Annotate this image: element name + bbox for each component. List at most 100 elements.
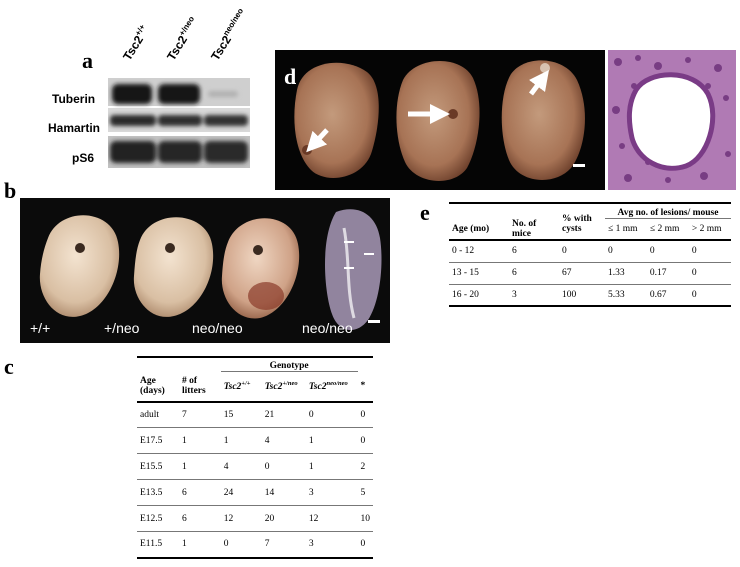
- table-cell: 16 - 20: [452, 289, 479, 300]
- table-row: E15.5 1 4 0 1 2: [137, 454, 373, 480]
- table-cell: 0: [223, 539, 229, 550]
- embryo-photo-panel: +/+ +/neo neo/neo neo/neo: [20, 198, 390, 343]
- blot-lane-label: Tsc2neo/neo: [208, 6, 246, 63]
- header-spacer: [137, 357, 179, 372]
- table-row: 13 - 15 6 67 1.33 0.17 0: [449, 262, 731, 284]
- panel-label-a: a: [82, 48, 93, 73]
- col-header-age: Age (mo): [449, 203, 509, 241]
- embryo-hom-dissected: [325, 209, 382, 331]
- blot-row-label: Hamartin: [48, 121, 101, 135]
- table-cell: 0: [360, 409, 366, 420]
- genotype-label-het: +/neo: [104, 320, 140, 336]
- table-cell: 14: [264, 487, 275, 498]
- ps6-band-het: [158, 141, 202, 163]
- table-cell: 1: [181, 461, 187, 472]
- table-cell: 1.33: [608, 268, 625, 278]
- table-cell: 0: [308, 409, 314, 420]
- genotype-distribution-table: Genotype Age (days) # of litters Tsc2+/+…: [137, 356, 373, 559]
- col-header-mice: No. of mice: [509, 203, 559, 241]
- table-cell: 5.33: [608, 289, 625, 300]
- table-cell: 1: [181, 539, 187, 550]
- table-cell: 3: [308, 487, 314, 498]
- table-cell: 0: [691, 268, 697, 278]
- table-cell: 3: [512, 289, 517, 300]
- table-cell: 5: [360, 487, 366, 498]
- scale-bar: [573, 164, 585, 167]
- col-header-star: *: [360, 381, 366, 391]
- table-cell: 0.67: [649, 289, 667, 300]
- kidney-1: [294, 62, 379, 178]
- table-cell: 67: [562, 268, 572, 278]
- table-cell: 0: [691, 289, 697, 300]
- table-cell: 6: [181, 487, 187, 498]
- panel-label-e: e: [420, 200, 430, 225]
- ps6-band-wt: [110, 141, 156, 163]
- table-cell: 1: [223, 435, 229, 446]
- kidney-photos: [294, 60, 585, 181]
- table-cell: 15: [223, 409, 234, 420]
- table-cell: 24: [223, 487, 234, 498]
- col-header-cysts: % with cysts: [559, 203, 605, 241]
- col-header-genotype: Genotype: [220, 357, 358, 372]
- table-row: E17.5 1 1 4 1 0: [137, 428, 373, 454]
- genotype-label-hom-dissected: neo/neo: [302, 320, 353, 336]
- table-cell: 0: [264, 461, 270, 472]
- blot-row-label: pS6: [72, 151, 95, 165]
- table-cell: 21: [264, 409, 275, 420]
- table-cell: 3: [308, 539, 314, 550]
- table-cell: 13 - 15: [452, 268, 479, 278]
- tuberin-band-hom: [208, 91, 238, 97]
- table-cell: 0: [691, 246, 697, 257]
- table-cell: 2: [360, 461, 366, 472]
- table-cell: 100: [562, 289, 577, 300]
- header-spacer: [179, 357, 221, 372]
- col-header-le1: ≤ 1 mm: [608, 224, 638, 234]
- hamartin-band-hom: [204, 115, 248, 126]
- table-cell: 10: [360, 513, 371, 524]
- table-cell: 1: [308, 435, 314, 446]
- blot-row-label: Tuberin: [52, 92, 96, 106]
- col-header-avg-lesions: Avg no. of lesions/ mouse: [605, 203, 731, 219]
- table-cell: 6: [512, 268, 517, 278]
- embryo-photos: [39, 209, 382, 331]
- histology-image: [608, 50, 736, 190]
- table-cell: 0.17: [649, 268, 667, 278]
- embryo-wt: [39, 215, 120, 317]
- kidney-3: [501, 60, 585, 180]
- panel-label-c: c: [4, 354, 14, 379]
- table-row: adult 7 15 21 0 0: [137, 402, 373, 428]
- table-cell: 0: [608, 246, 613, 257]
- hamartin-band-wt: [110, 115, 156, 126]
- table-row: E13.5 6 24 14 3 5: [137, 480, 373, 506]
- table-cell: E15.5: [140, 461, 163, 472]
- table-cell: 4: [223, 461, 229, 472]
- hamartin-band-het: [158, 115, 202, 126]
- table-cell: 6: [181, 513, 187, 524]
- table-cell: adult: [140, 409, 159, 420]
- table-cell: 1: [181, 435, 187, 446]
- panel-label-d: d: [284, 64, 297, 89]
- table-row: E12.5 6 12 20 12 10: [137, 506, 373, 532]
- table-row: 0 - 12 6 0 0 0 0: [449, 240, 731, 262]
- col-header-tsc2-het: Tsc2+/neo: [264, 380, 298, 393]
- tuberin-band-wt: [112, 84, 152, 104]
- col-header-tsc2-wt: Tsc2+/+: [223, 380, 251, 393]
- table-cell: 20: [264, 513, 275, 524]
- table-cell: E11.5: [140, 539, 163, 550]
- col-header-age: Age (days): [140, 376, 165, 396]
- blot-image: [108, 78, 250, 168]
- table-cell: 0: [360, 539, 366, 550]
- table-cell: 7: [264, 539, 270, 550]
- table-row: 16 - 20 3 100 5.33 0.67 0: [449, 284, 731, 306]
- col-header-litters: # of litters: [181, 376, 206, 396]
- table-cell: 0: [649, 246, 655, 257]
- genotype-label-wt: +/+: [30, 320, 51, 336]
- table-cell: 0 - 12: [452, 246, 475, 257]
- panel-label-b: b: [4, 178, 17, 203]
- col-header-gt2: > 2 mm: [691, 224, 722, 234]
- table-cell: 6: [512, 246, 517, 257]
- col-header-tsc2-hom: Tsc2neo/neo: [308, 380, 348, 393]
- kidney-photo-panel: [275, 50, 605, 190]
- genotype-label-hom: neo/neo: [192, 320, 243, 336]
- col-header-le2: ≤ 2 mm: [649, 224, 680, 234]
